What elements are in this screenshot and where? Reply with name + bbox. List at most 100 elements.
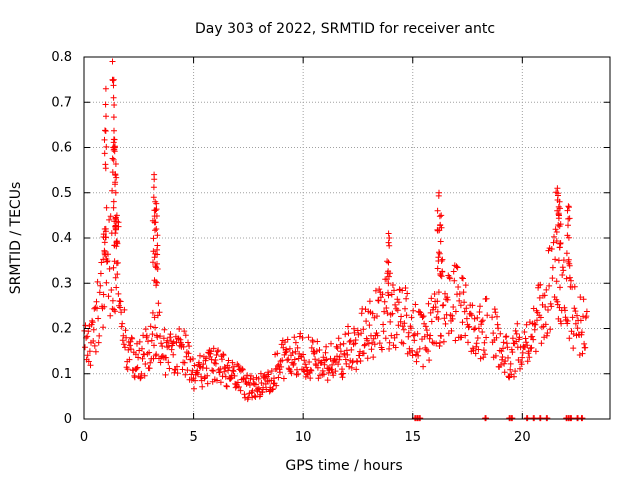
data-point <box>194 371 201 378</box>
data-point <box>403 312 410 319</box>
data-point <box>401 320 408 327</box>
data-point <box>134 364 141 371</box>
data-point <box>329 361 336 368</box>
data-point <box>420 363 427 370</box>
data-point <box>109 58 116 65</box>
data-point <box>433 340 440 347</box>
data-point <box>102 161 109 168</box>
data-point <box>563 275 570 282</box>
data-point <box>497 330 504 337</box>
data-point <box>109 297 116 304</box>
data-point <box>511 373 517 380</box>
x-tick-label: 10 <box>295 430 312 445</box>
data-point <box>402 285 409 291</box>
data-point <box>383 305 390 311</box>
data-point <box>96 289 103 296</box>
data-point <box>454 264 461 271</box>
data-point <box>372 287 379 294</box>
data-point <box>122 344 128 351</box>
data-point <box>481 339 488 346</box>
data-point <box>543 286 550 293</box>
data-point <box>141 351 148 358</box>
data-point <box>435 289 442 296</box>
data-point <box>102 101 109 108</box>
data-point <box>84 333 91 340</box>
data-point <box>524 358 531 365</box>
data-point <box>351 329 358 336</box>
data-point <box>532 348 539 355</box>
data-point <box>312 356 319 363</box>
data-point <box>85 328 92 335</box>
data-point <box>552 226 559 233</box>
data-point <box>366 298 373 305</box>
data-point <box>471 326 477 333</box>
data-point <box>341 350 348 357</box>
data-point <box>235 362 242 369</box>
data-point <box>113 284 120 291</box>
data-point <box>437 339 443 346</box>
data-point <box>392 344 399 351</box>
data-point <box>114 240 121 247</box>
data-point <box>365 340 372 347</box>
x-axis-label: GPS time / hours <box>285 458 402 474</box>
data-point <box>414 349 420 355</box>
data-point <box>524 342 531 349</box>
data-point <box>388 291 395 298</box>
data-point <box>86 348 93 355</box>
data-point <box>463 315 470 322</box>
data-point <box>102 127 108 134</box>
x-tick-label: 0 <box>80 430 88 445</box>
data-point <box>434 227 441 234</box>
data-point <box>101 239 108 246</box>
data-point <box>109 155 116 162</box>
y-tick-label: 0.6 <box>51 141 72 156</box>
data-point <box>199 383 206 390</box>
data-point <box>110 114 117 121</box>
data-point <box>102 251 109 258</box>
data-point <box>545 307 551 313</box>
data-point <box>286 345 293 352</box>
data-point <box>229 367 236 374</box>
data-point <box>222 373 229 380</box>
data-point <box>297 330 304 337</box>
data-point <box>440 302 447 308</box>
data-point <box>479 317 486 324</box>
data-point <box>425 300 432 307</box>
data-point <box>385 239 392 246</box>
data-point <box>91 342 98 349</box>
data-point <box>255 375 262 382</box>
data-point <box>482 351 488 358</box>
y-tick-label: 0 <box>64 412 72 427</box>
data-point <box>459 274 465 281</box>
data-point <box>442 320 449 327</box>
data-point <box>559 272 566 278</box>
data-point <box>500 345 506 352</box>
data-point <box>551 233 557 240</box>
data-point <box>314 364 321 371</box>
data-point <box>102 128 109 134</box>
data-point <box>301 357 308 364</box>
data-point <box>107 213 114 220</box>
data-point <box>115 223 122 230</box>
data-point <box>374 332 381 339</box>
data-point <box>402 305 408 312</box>
data-point <box>84 352 91 359</box>
data-point <box>337 348 344 355</box>
data-point <box>364 337 371 344</box>
data-point <box>569 314 576 321</box>
data-point <box>223 383 230 390</box>
data-point <box>570 345 577 352</box>
data-point <box>411 337 418 344</box>
data-point <box>380 328 387 335</box>
data-point <box>410 332 417 339</box>
data-point <box>191 385 197 392</box>
data-point <box>324 377 331 384</box>
data-point <box>101 247 108 254</box>
data-point <box>319 367 326 374</box>
data-point <box>103 256 110 262</box>
data-point <box>478 321 485 328</box>
data-point <box>363 318 370 325</box>
data-point <box>513 330 520 337</box>
data-point <box>157 359 164 366</box>
data-point <box>562 307 568 314</box>
